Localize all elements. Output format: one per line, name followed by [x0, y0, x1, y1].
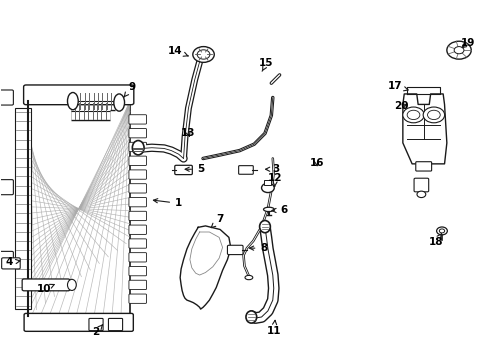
FancyBboxPatch shape: [129, 253, 146, 262]
Ellipse shape: [436, 227, 447, 235]
Ellipse shape: [259, 221, 270, 233]
Ellipse shape: [114, 94, 124, 111]
Text: 17: 17: [386, 81, 407, 91]
Text: 18: 18: [427, 234, 442, 247]
FancyBboxPatch shape: [129, 266, 146, 276]
Circle shape: [197, 50, 209, 59]
FancyBboxPatch shape: [129, 211, 146, 221]
Ellipse shape: [261, 183, 274, 193]
FancyBboxPatch shape: [129, 198, 146, 207]
FancyBboxPatch shape: [129, 239, 146, 248]
FancyBboxPatch shape: [129, 156, 146, 166]
Bar: [27, 101, 130, 316]
Text: 13: 13: [181, 129, 195, 138]
Text: 2: 2: [92, 325, 102, 337]
Circle shape: [446, 41, 470, 59]
FancyBboxPatch shape: [24, 314, 133, 331]
Text: 4: 4: [6, 257, 20, 267]
FancyBboxPatch shape: [238, 166, 253, 174]
FancyBboxPatch shape: [129, 129, 146, 138]
FancyBboxPatch shape: [1, 258, 20, 269]
FancyBboxPatch shape: [108, 319, 122, 330]
FancyBboxPatch shape: [264, 180, 271, 185]
Circle shape: [427, 110, 439, 120]
Ellipse shape: [67, 93, 78, 110]
Circle shape: [192, 46, 214, 62]
Ellipse shape: [438, 229, 444, 233]
FancyBboxPatch shape: [227, 245, 243, 255]
FancyBboxPatch shape: [174, 165, 192, 175]
FancyBboxPatch shape: [129, 184, 146, 193]
Circle shape: [402, 107, 424, 123]
Text: 9: 9: [124, 82, 136, 97]
FancyBboxPatch shape: [22, 279, 70, 291]
Text: 16: 16: [309, 158, 323, 168]
FancyBboxPatch shape: [129, 115, 146, 124]
Circle shape: [407, 110, 419, 120]
Polygon shape: [180, 226, 230, 309]
Ellipse shape: [245, 311, 256, 323]
Text: 15: 15: [259, 58, 273, 71]
FancyBboxPatch shape: [23, 85, 134, 105]
FancyBboxPatch shape: [89, 319, 103, 330]
Text: 3: 3: [265, 164, 279, 174]
FancyBboxPatch shape: [129, 294, 146, 303]
Text: 6: 6: [271, 206, 286, 216]
Text: 10: 10: [36, 284, 54, 294]
FancyBboxPatch shape: [413, 178, 428, 192]
Text: 1: 1: [153, 198, 182, 208]
FancyBboxPatch shape: [129, 225, 146, 234]
FancyBboxPatch shape: [0, 251, 13, 266]
Bar: [15, 108, 31, 309]
Text: 5: 5: [185, 164, 204, 174]
Ellipse shape: [132, 140, 144, 155]
Text: 20: 20: [393, 102, 408, 112]
FancyBboxPatch shape: [0, 180, 13, 195]
FancyBboxPatch shape: [415, 162, 431, 171]
FancyBboxPatch shape: [129, 170, 146, 179]
FancyBboxPatch shape: [129, 142, 146, 152]
Ellipse shape: [244, 275, 252, 280]
Ellipse shape: [416, 191, 425, 198]
Ellipse shape: [263, 207, 274, 212]
Circle shape: [453, 46, 463, 54]
Polygon shape: [402, 94, 446, 164]
Text: 12: 12: [267, 173, 282, 186]
Text: 19: 19: [460, 38, 474, 48]
Ellipse shape: [67, 279, 76, 291]
FancyBboxPatch shape: [0, 90, 13, 105]
Text: 11: 11: [266, 320, 281, 336]
Text: 8: 8: [249, 243, 267, 253]
FancyBboxPatch shape: [129, 280, 146, 289]
Circle shape: [422, 107, 444, 123]
Text: 14: 14: [167, 46, 188, 56]
Text: 7: 7: [211, 215, 224, 228]
